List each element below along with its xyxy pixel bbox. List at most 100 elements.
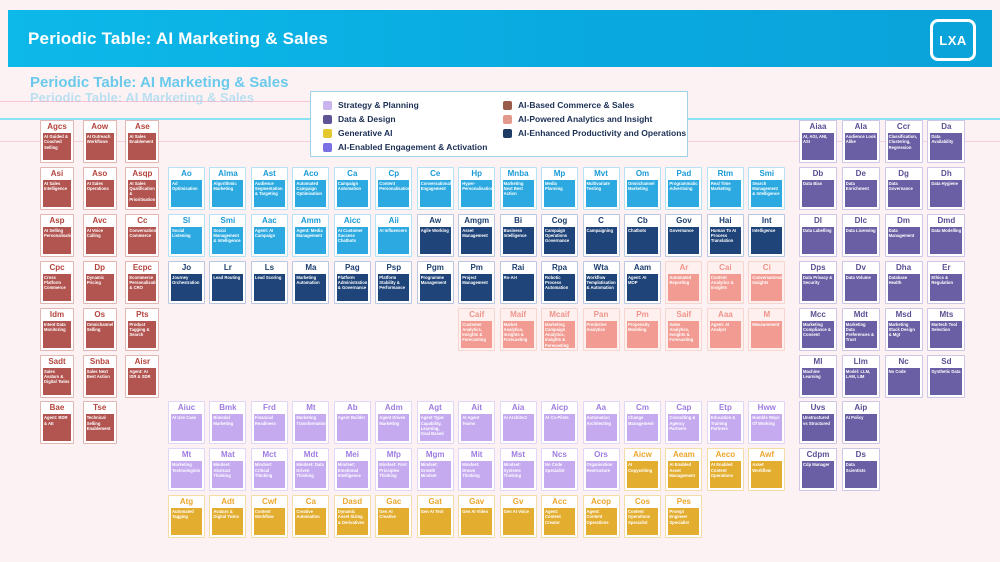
tile-label: Human To AI Process Translation — [709, 226, 741, 254]
tile-label: Platform Administration & Governance — [336, 273, 368, 301]
legend-label: Strategy & Planning — [338, 100, 419, 110]
tile-label: AI Sales Intelligence — [43, 179, 71, 207]
tile-label: Unstructured vs Structured — [802, 414, 834, 442]
tile-symbol: Cwf — [262, 497, 277, 507]
tile-label: Agile Working — [419, 226, 451, 254]
tile-symbol: Aeam — [672, 450, 695, 460]
tile-label: AI Enabled Content Operations — [709, 461, 741, 489]
tile-label: Predictive Analytics — [585, 320, 617, 348]
tile-tse: Tse Technical Selling Enablement — [82, 401, 117, 445]
tile-cpc: Cpc Cross Platform Commerce — [40, 260, 74, 304]
tile-symbol: Pan — [593, 309, 609, 319]
tile-nc: Nc No Code — [884, 354, 923, 398]
tile-agt: Agt Agent Type: Capability, Learning, Goa… — [416, 401, 454, 445]
tile-ce: Ce Conversational Engagement — [416, 166, 454, 210]
tile-symbol: Ar — [679, 262, 689, 272]
tile-label: Synthetic Data — [930, 367, 963, 395]
tile-label: Mindset: Critical Thinking — [253, 461, 285, 489]
tile-symbol: Aco — [303, 168, 319, 178]
tile-int: Int Intelligence — [748, 213, 786, 257]
tile-symbol: Gav — [469, 497, 485, 507]
tile-frd: Frd Financial Readiness — [250, 401, 288, 445]
tile-label: Business Intelligence — [502, 226, 534, 254]
tile-symbol: Cb — [637, 215, 648, 225]
tile-uvs: Uvs Unstructured vs Structured — [799, 401, 837, 445]
tile-adt: Adt Avatars & Digital Twins — [209, 495, 247, 539]
tile-symbol: Pm — [636, 309, 649, 319]
tile-label: Ethics & Regulation — [930, 273, 963, 301]
tile-symbol: Mfp — [386, 450, 401, 460]
tile-aii: Aii AI Influencers — [375, 213, 413, 257]
tile-symbol: Avc — [92, 215, 107, 225]
tile-symbol: Msd — [895, 309, 912, 319]
tile-label: Chatbots — [627, 226, 658, 254]
tile-label: Audience Segmentation & Targeting — [253, 179, 285, 207]
tile-snba: Snba Sales Next Best Action — [82, 354, 117, 398]
tile-symbol: Asi — [50, 168, 64, 178]
tile-symbol: Aiuc — [177, 403, 196, 413]
tile-label: AI Co-Pilots — [544, 414, 575, 442]
tile-label: AI Sales Qualification & Prioritisation — [128, 179, 157, 207]
tile-label: Financial Readiness — [253, 414, 285, 442]
tile-label: Content Personalisation — [378, 179, 410, 207]
tile-sd: Sd Synthetic Data — [927, 354, 966, 398]
tile-symbol: Rtm — [717, 168, 734, 178]
tile-label: Marketing Compliance & Consent — [802, 320, 834, 348]
tile-ml: Ml Machine Learning — [799, 354, 837, 398]
tile-label: Campaign Operations Governance — [544, 226, 575, 254]
tile-label: Robotic Process Automation — [544, 273, 575, 301]
tile-sl: Sl Social Listening — [168, 213, 205, 257]
tile-symbol: Sadt — [48, 356, 66, 366]
tile-symbol: Cap — [676, 403, 692, 413]
tile-cb: Cb Chatbots — [624, 213, 661, 257]
tile-label: Gen AI Creative — [378, 508, 410, 536]
tile-mdt: Mdt Mindset: Data Driven Thinking — [292, 448, 330, 492]
legend-item: Strategy & Planning — [323, 98, 501, 112]
tile-ors: Ors Organisation Restructure — [582, 448, 620, 492]
tile-label: Hyper-Personalisation — [461, 179, 493, 207]
tile-label: Sales Next Best Action — [85, 367, 114, 395]
tile-label: Agent: AI ISR & SDR — [128, 367, 157, 395]
legend-swatch — [323, 128, 332, 138]
tile-symbol: Mcc — [810, 309, 826, 319]
tile-aiaa: Aiaa AI, AGI, ANI, ASI — [799, 120, 837, 163]
tile-label: AI Sales Enablement — [128, 133, 157, 160]
tile-sadt: Sadt Sales Avatars & Digital Twins — [40, 354, 74, 398]
tile-symbol: Pag — [344, 262, 360, 272]
tile-symbol: Acc — [552, 497, 567, 507]
tile-symbol: Cc — [137, 215, 148, 225]
tile-label: Database Health — [887, 273, 920, 301]
tile-symbol: Ase — [135, 122, 150, 131]
tile-symbol: Dg — [898, 168, 909, 178]
tile-symbol: Ci — [762, 262, 771, 272]
tile-symbol: Rai — [511, 262, 525, 272]
tile-symbol: Gac — [386, 497, 402, 507]
tile-label: AI Customer Success Chatbots — [336, 226, 368, 254]
tile-dmd: Dmd Data Modelling — [927, 213, 966, 257]
tile-mnba: Mnba Marketing Next Best Action — [499, 166, 537, 210]
tile-label: Omnichannel Selling — [85, 320, 114, 348]
tile-label: Omnichannel Marketing — [627, 179, 658, 207]
tile-label: Market Analytics, Insights & Forecasting — [502, 320, 534, 348]
tile-label: Algorithmic Marketing — [212, 179, 244, 207]
tile-bi: Bi Business Intelligence — [499, 213, 537, 257]
tile-ls: Ls Lead Scoring — [250, 260, 288, 304]
tile-amm: Amm Agent: Media Management — [292, 213, 330, 257]
tile-pm: Pm Project Management — [458, 260, 496, 304]
tile-mfp: Mfp Mindset: First Principles Thinking — [375, 448, 413, 492]
tile-symbol: Mct — [262, 450, 277, 460]
tile-ca: Ca Creative Automation — [292, 495, 330, 539]
tile-label: Organisation Restructure — [585, 461, 617, 489]
tile-label: No Code — [887, 367, 920, 395]
tile-label: Technical Selling Enablement — [85, 414, 114, 442]
tile-symbol: Dps — [810, 262, 826, 272]
tile-label: Search Management & Intelligence — [751, 179, 783, 207]
tile-symbol: Ab — [346, 403, 358, 413]
tile-symbol: Mvt — [594, 168, 608, 178]
tile-label: Agent: Media Management — [295, 226, 327, 254]
tile-label: Content Operations Specialist — [627, 508, 658, 536]
legend: Strategy & Planning Data & Design Generati… — [310, 91, 688, 157]
legend-label: Generative AI — [338, 128, 393, 138]
tile-da: Da Data Availability — [927, 120, 966, 163]
tile-symbol: C — [598, 215, 604, 225]
